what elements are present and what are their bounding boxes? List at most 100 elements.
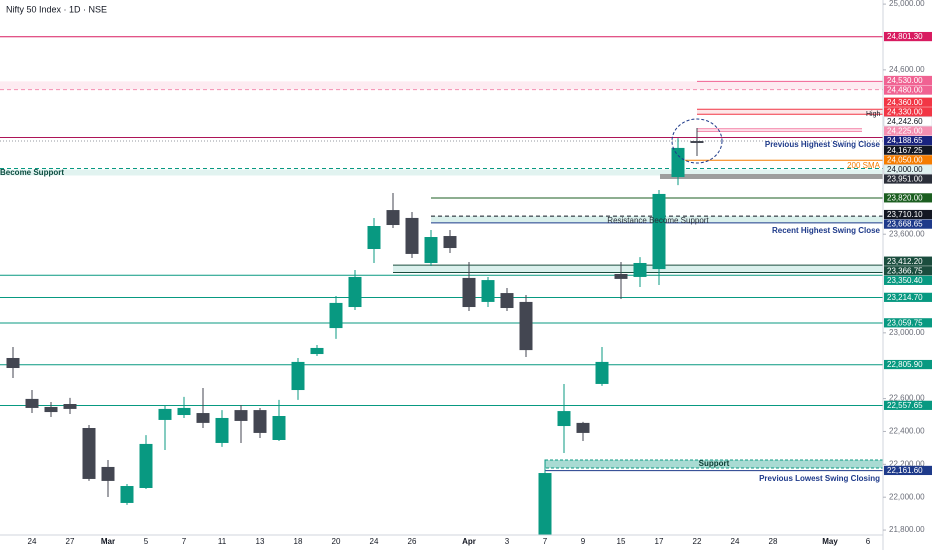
candle-body [671,147,685,178]
x-tick-label: May [822,537,838,546]
level-band [0,81,883,90]
candle-body [177,407,191,416]
annotation: 200 SMA [847,161,881,170]
y-tick-label: 25,000.00 [889,0,925,8]
x-tick-label: 7 [543,537,548,546]
annotation: Recent Highest Swing Close [772,226,881,235]
x-tick-label: 17 [655,537,664,546]
candle-body [6,357,20,369]
x-tick-label: 15 [617,537,626,546]
price-label: 24,242.60 [887,117,923,126]
candle-body [633,262,647,277]
candle-body [310,347,324,355]
x-tick-label: 20 [332,537,341,546]
candle-body [44,406,58,413]
price-label-box [884,174,932,184]
price-label: 24,360.00 [887,98,923,107]
price-label: 22,161.60 [887,466,923,475]
x-tick-label: 24 [731,537,740,546]
price-label: 24,480.00 [887,86,923,95]
price-label: 24,167.25 [887,146,923,155]
price-label-box [883,164,932,175]
x-tick-label: 13 [256,537,265,546]
price-label-box [884,145,932,155]
candle-body [576,422,590,433]
candle-body [614,273,628,279]
level-band [697,128,862,132]
price-label: 23,820.00 [887,193,923,202]
price-label: 23,059.75 [887,318,923,327]
candle-body [196,413,210,423]
candle-body [215,417,229,443]
candle-body [82,428,96,479]
x-tick-label: 26 [408,537,417,546]
candle-body [272,416,286,440]
candle-body [139,443,153,488]
price-label-box [884,155,932,165]
price-label: 23,668.65 [887,220,923,229]
price-label-box [884,193,932,203]
y-tick-label: 24,600.00 [889,65,925,74]
x-tick-label: 7 [182,537,187,546]
x-tick-label: 18 [294,537,303,546]
chart-title: Nifty 50 Index · 1D · NSE [6,4,107,14]
price-label: 24,188.65 [887,136,923,145]
x-tick-label: 27 [66,537,75,546]
annotation: Become Support [0,168,64,177]
x-tick-label: 11 [218,537,227,546]
candle-body [234,410,248,421]
price-label-box [883,116,932,127]
price-label: 23,350.40 [887,276,923,285]
y-tick-label: 22,400.00 [889,427,925,436]
price-label-box [884,31,932,42]
y-tick-label: 21,800.00 [889,525,925,534]
price-label: 23,951.00 [887,175,923,184]
x-tick-label: 24 [370,537,379,546]
price-label: 24,050.00 [887,155,923,164]
candle-body [443,236,457,249]
price-label-box [884,318,932,328]
x-tick-label: Apr [462,537,476,546]
candle-body [481,280,495,302]
price-label-box [884,465,932,476]
candle-body [500,293,514,309]
price-label: 24,000.00 [887,165,923,174]
price-label: 22,557.65 [887,401,923,410]
candle-body [557,411,571,427]
candle-body [63,404,77,409]
level-band [697,109,883,115]
annotation: Support [699,459,730,468]
price-label-box [884,75,932,86]
candle-body [158,408,172,420]
annotation: High [866,111,881,118]
candle-body [690,141,704,143]
price-label-box [884,359,932,370]
x-tick-label: 9 [581,537,586,546]
price-label: 24,330.00 [887,107,923,116]
price-label: 22,805.90 [887,360,923,369]
candle-body [595,361,609,384]
plot-area [0,36,883,535]
candle-body [424,237,438,263]
price-label: 23,366.75 [887,266,923,275]
candle-body [101,466,115,481]
candle-body [519,301,533,351]
y-tick-label: 23,600.00 [889,229,925,238]
price-label-box [884,292,932,302]
candle-body [329,302,343,329]
y-tick-label: 22,600.00 [889,394,925,403]
annotation: Previous Lowest Swing Closing [759,474,880,483]
price-label: 24,225.00 [887,127,923,136]
x-tick-label: Mar [101,537,115,546]
candle-body [405,217,419,254]
price-label-box [884,209,932,220]
price-label: 24,801.30 [887,32,923,41]
candle-body [367,225,381,250]
price-label-box [884,136,932,146]
price-label: 23,412.20 [887,257,923,266]
candle-body [25,398,39,408]
candle-body [652,193,666,270]
price-label-box [884,256,932,266]
price-label-box [884,107,932,117]
